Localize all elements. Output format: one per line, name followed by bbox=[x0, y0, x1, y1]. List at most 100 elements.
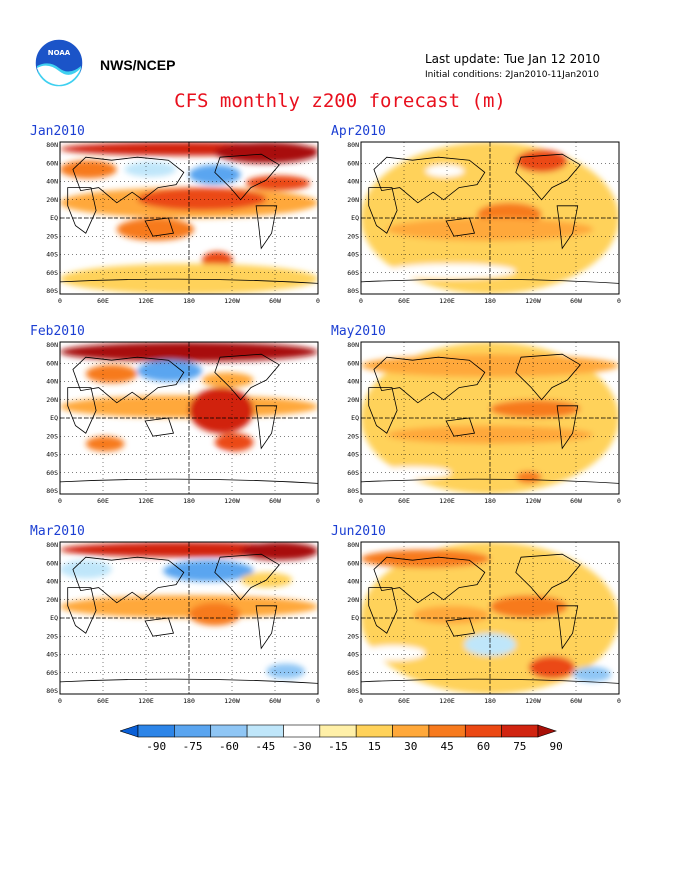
antarctica-outline bbox=[60, 678, 318, 684]
lat-tick-label: 40N bbox=[347, 578, 359, 586]
colorbar-swatch bbox=[210, 724, 248, 738]
map-panel-apr: Apr2010 80N 60N 40N 20N EQ 20S 40S 60S 80S 0 60E 12… bbox=[331, 124, 651, 312]
lon-tick-label: 120E bbox=[439, 497, 455, 505]
lat-tick-label: 20S bbox=[46, 632, 58, 640]
colorbar-tick-label: 75 bbox=[513, 740, 526, 753]
lon-tick-label: 180 bbox=[183, 297, 195, 305]
lon-tick-label: 0 bbox=[58, 297, 62, 305]
lat-tick-label: 40S bbox=[347, 651, 359, 659]
lat-tick-label: 60N bbox=[46, 159, 58, 167]
lat-tick-label: 40S bbox=[46, 651, 58, 659]
lon-tick-label: 120W bbox=[525, 697, 541, 705]
lat-tick-label: 20N bbox=[347, 196, 359, 204]
continent-outline bbox=[214, 153, 280, 201]
lat-tick-label: 80N bbox=[46, 541, 58, 549]
lat-tick-label: 80N bbox=[46, 141, 58, 149]
continent-outline bbox=[144, 417, 175, 437]
continent-outline bbox=[255, 205, 278, 250]
map-panel-may: May2010 80N 60N 40N 20N EQ 20S 40S 60S 80S 0 60E 12… bbox=[331, 324, 651, 512]
lat-tick-label: 20N bbox=[347, 396, 359, 404]
lat-tick-label: 20S bbox=[347, 232, 359, 240]
anomaly-region bbox=[189, 164, 241, 185]
colorbar-tick-label: -15 bbox=[328, 740, 348, 753]
lon-tick-label: 120E bbox=[439, 297, 455, 305]
lat-tick-label: 60N bbox=[347, 359, 359, 367]
continent-outline bbox=[445, 617, 476, 637]
anomaly-region bbox=[361, 645, 426, 661]
anomaly-region bbox=[60, 160, 117, 179]
colorbar-tick-label: 15 bbox=[368, 740, 381, 753]
lat-tick-label: 80S bbox=[347, 687, 359, 695]
anomaly-region bbox=[373, 466, 452, 479]
continent-outline bbox=[445, 417, 476, 437]
lat-tick-label: 40N bbox=[46, 578, 58, 586]
continent-outline bbox=[144, 217, 175, 237]
colorbar-swatch bbox=[428, 724, 466, 738]
continent-outline bbox=[368, 187, 398, 234]
map-panel-mar: Mar2010 80N 60N 40N 20N EQ 20S 40S 60S 80S 0 60E 12… bbox=[30, 524, 350, 712]
lat-tick-label: 80N bbox=[347, 541, 359, 549]
lon-tick-label: 0 bbox=[316, 497, 320, 505]
lon-tick-label: 0 bbox=[617, 297, 621, 305]
lat-tick-label: 20N bbox=[46, 196, 58, 204]
anomaly-region bbox=[361, 354, 619, 377]
lon-tick-label: 120E bbox=[138, 697, 154, 705]
lat-tick-label: 40N bbox=[347, 378, 359, 386]
lat-tick-label: EQ bbox=[50, 214, 58, 222]
lat-tick-label: 80N bbox=[46, 341, 58, 349]
lon-tick-label: 60E bbox=[398, 697, 410, 705]
colorbar-tick-label: 90 bbox=[550, 740, 563, 753]
lat-tick-label: 40S bbox=[347, 251, 359, 259]
initial-conditions: Initial conditions: 2Jan2010-11Jan2010 bbox=[425, 70, 599, 80]
lat-tick-label: 80S bbox=[46, 287, 58, 295]
anomaly-region bbox=[425, 164, 465, 177]
lat-tick-label: 60S bbox=[347, 269, 359, 277]
continent-outline bbox=[67, 187, 97, 234]
lat-tick-label: 20N bbox=[347, 596, 359, 604]
panel-month-label: Feb2010 bbox=[30, 324, 85, 339]
lat-tick-label: 40S bbox=[46, 451, 58, 459]
anomaly-region bbox=[515, 471, 542, 484]
panel-month-label: Jan2010 bbox=[30, 124, 85, 139]
continent-outline bbox=[72, 356, 185, 404]
colorbar-tick-label: -45 bbox=[255, 740, 275, 753]
anomaly-region bbox=[124, 161, 177, 177]
colorbar-tick-label: 45 bbox=[440, 740, 453, 753]
map-frame bbox=[59, 341, 319, 495]
last-update: Last update: Tue Jan 12 2010 bbox=[425, 52, 601, 66]
continent-outline bbox=[214, 353, 280, 401]
lat-tick-label: EQ bbox=[50, 414, 58, 422]
lon-tick-label: 120E bbox=[138, 497, 154, 505]
lat-tick-label: EQ bbox=[351, 614, 359, 622]
anomaly-region bbox=[214, 142, 318, 164]
anomaly-region bbox=[515, 149, 568, 173]
lon-tick-label: 180 bbox=[484, 697, 496, 705]
lon-tick-label: 60E bbox=[398, 297, 410, 305]
lon-tick-label: 0 bbox=[359, 697, 363, 705]
lat-tick-label: 20S bbox=[46, 432, 58, 440]
anomaly-region bbox=[189, 387, 254, 434]
lat-tick-label: 20N bbox=[46, 396, 58, 404]
lon-tick-label: 180 bbox=[484, 497, 496, 505]
antarctica-outline bbox=[60, 478, 318, 484]
anomaly-region bbox=[490, 595, 568, 618]
anomaly-region bbox=[60, 560, 112, 579]
anomaly-region bbox=[189, 602, 241, 626]
colorbar-tick-label: -75 bbox=[183, 740, 203, 753]
lon-tick-label: 120W bbox=[525, 297, 541, 305]
continent-outline bbox=[72, 156, 185, 204]
anomaly-region bbox=[572, 666, 612, 682]
map-frame bbox=[360, 141, 620, 295]
lat-tick-label: 80S bbox=[347, 487, 359, 495]
panel-month-label: Apr2010 bbox=[331, 124, 386, 139]
lon-tick-label: 0 bbox=[617, 697, 621, 705]
continent-outline bbox=[255, 405, 278, 450]
lat-tick-label: 80N bbox=[347, 341, 359, 349]
lat-tick-label: 60S bbox=[46, 469, 58, 477]
colorbar: -90 -75 -60 -45 -30 -15 15 30 45 60 75 90 bbox=[120, 724, 563, 753]
anomaly-region bbox=[201, 372, 254, 388]
lat-tick-label: 40S bbox=[46, 251, 58, 259]
lon-tick-label: 120W bbox=[224, 697, 240, 705]
